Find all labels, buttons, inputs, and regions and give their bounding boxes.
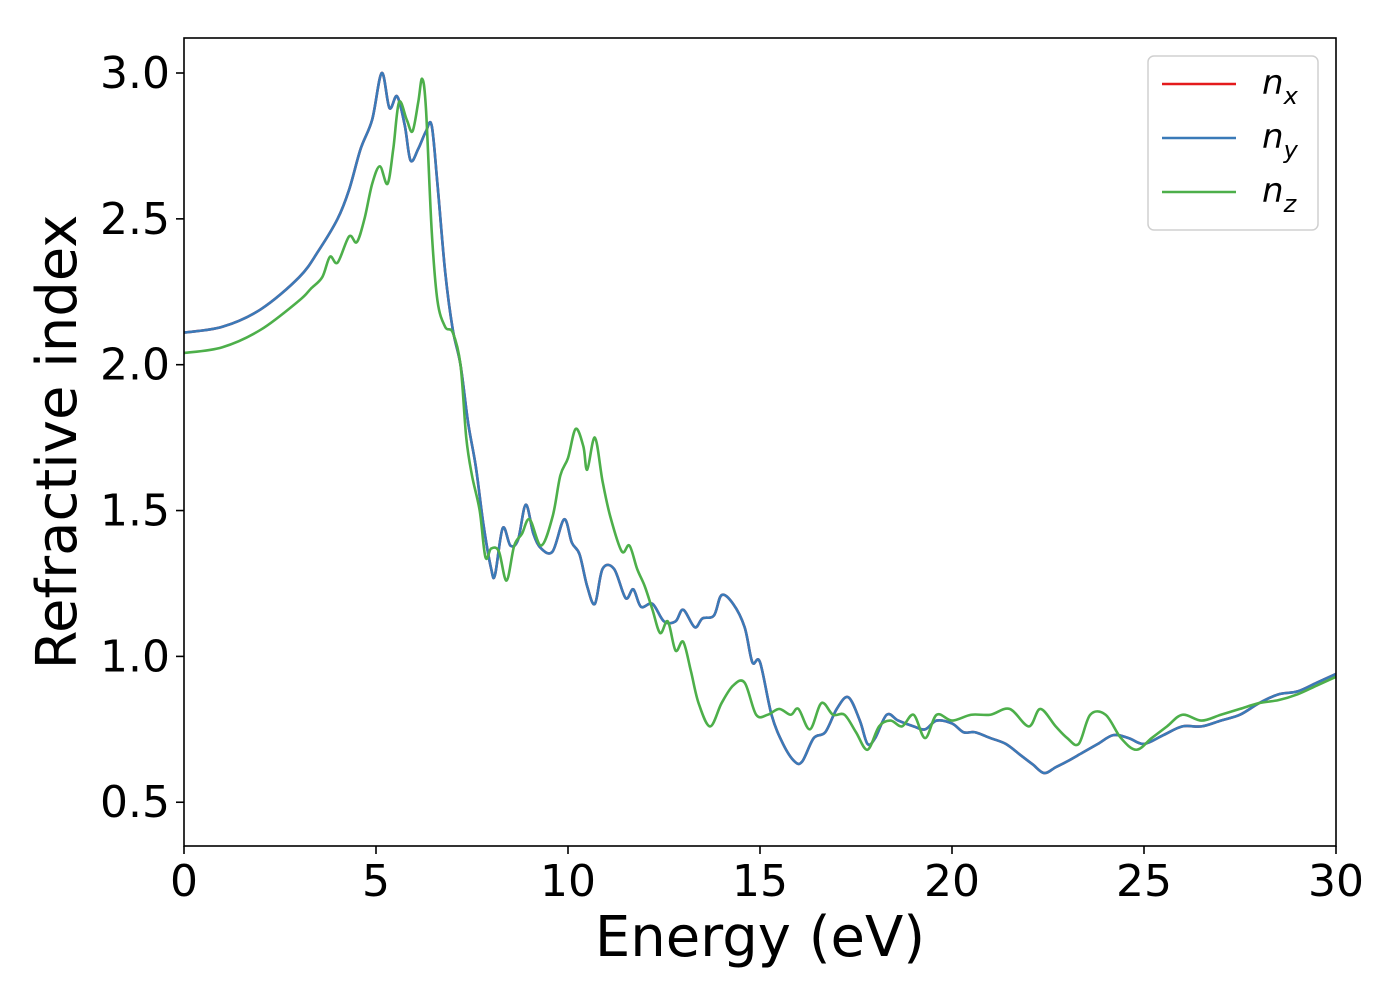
series-line-ny bbox=[184, 71, 1336, 775]
legend-label-subscript: y bbox=[1283, 136, 1299, 164]
x-axis-ticks: 0 5 10 15 20 25 30 bbox=[170, 846, 1364, 907]
x-axis-label: Energy (eV) bbox=[595, 905, 925, 970]
legend-label-ny: ny bbox=[1262, 117, 1299, 164]
y-tick-label: 3.0 bbox=[100, 48, 170, 99]
legend-label-nx: nx bbox=[1262, 63, 1299, 110]
y-tick-label: 0.5 bbox=[100, 777, 170, 828]
y-tick-label: 1.0 bbox=[100, 631, 170, 682]
y-tick-label: 2.5 bbox=[100, 194, 170, 245]
legend-label-subscript: z bbox=[1283, 190, 1298, 218]
legend-label-subscript: x bbox=[1283, 82, 1299, 110]
y-axis-label: Refractive index bbox=[25, 215, 90, 670]
x-tick-label: 15 bbox=[732, 856, 788, 907]
x-tick-label: 20 bbox=[924, 856, 980, 907]
x-tick-label: 10 bbox=[540, 856, 596, 907]
legend-label-nz: nz bbox=[1262, 171, 1298, 218]
legend-label-symbol: n bbox=[1262, 117, 1284, 157]
legend-box bbox=[1147, 55, 1319, 231]
y-tick-label: 2.0 bbox=[100, 340, 170, 391]
legend-label-symbol: n bbox=[1262, 63, 1284, 103]
x-tick-label: 5 bbox=[362, 856, 390, 907]
y-tick-label: 1.5 bbox=[100, 486, 170, 537]
series-layer bbox=[184, 71, 1336, 775]
series-line-nz bbox=[184, 77, 1336, 752]
x-tick-label: 0 bbox=[170, 856, 198, 907]
legend-label-symbol: n bbox=[1262, 171, 1284, 211]
x-tick-label: 30 bbox=[1308, 856, 1364, 907]
x-tick-label: 25 bbox=[1116, 856, 1172, 907]
y-axis-ticks: 0.5 1.0 1.5 2.0 2.5 3.0 bbox=[100, 48, 184, 828]
